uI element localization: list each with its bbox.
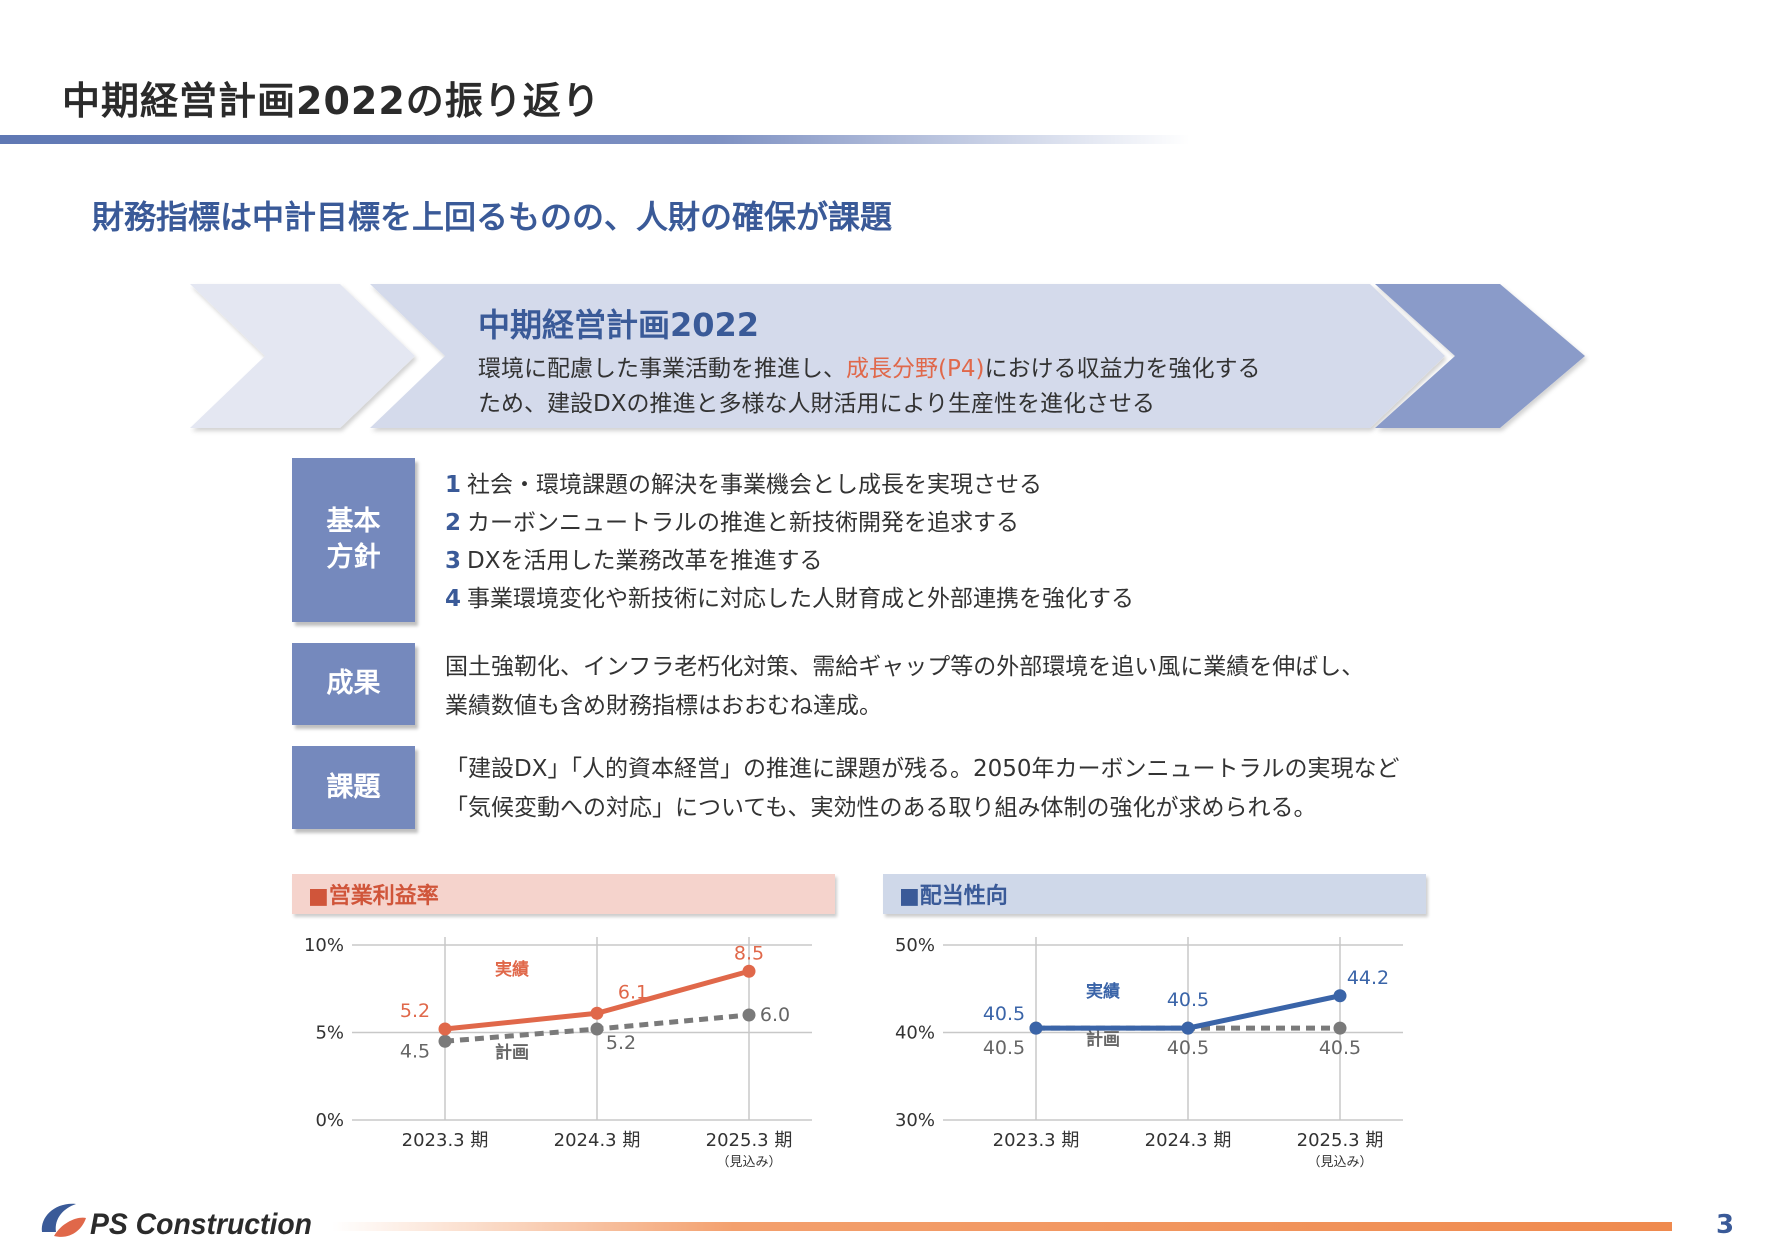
data-label: 5.2 [606, 1032, 636, 1054]
data-point [590, 1006, 604, 1020]
title-underline [0, 135, 1190, 144]
series-name-label: 実績 [1086, 981, 1120, 1002]
policy-label: 基本 方針 [292, 458, 415, 622]
data-label: 40.5 [983, 1037, 1025, 1059]
growth-field-highlight: 成長分野(P4) [846, 356, 985, 382]
policy-item-number: 2 [445, 510, 462, 536]
operating-margin-chart: 0% 5% 10% 2023.3 期 2024.3 期 2025.3 期 （見込み） 4.5 5… [304, 935, 812, 1170]
headline: 財務指標は中計目標を上回るものの、人財の確保が課題 [92, 198, 893, 236]
data-label: 4.5 [400, 1040, 430, 1062]
series-name-label: 計画 [1086, 1029, 1120, 1050]
data-label: 6.1 [618, 981, 648, 1003]
policy-item-number: 4 [445, 586, 462, 612]
policy-item: 1 社会・環境課題の解決を事業機会とし成長を実現させる [445, 466, 1134, 504]
data-point [1029, 1021, 1043, 1035]
logo-wordmark: PS Construction [90, 1208, 312, 1241]
payout-ratio-chart: 30% 40% 50% 2023.3 期 2024.3 期 2025.3 期 （見込み） 40… [895, 935, 1403, 1170]
x-tick-note: （見込み） [716, 1155, 781, 1170]
data-label: 5.2 [400, 1000, 430, 1022]
y-tick-label: 50% [895, 935, 935, 956]
plan-line-1-start: 環境に配慮した事業活動を推進し、 [478, 356, 846, 382]
issue-line-1: 「建設DX」「人的資本経営」の推進に課題が残る。2050年カーボンニュートラルの… [445, 756, 1400, 782]
company-logo: PS Construction [41, 1203, 312, 1241]
logo-mark-icon [41, 1203, 86, 1237]
data-label: 6.0 [760, 1004, 790, 1026]
arrow-chevron-light [190, 284, 415, 428]
arrow-chevron-dark [1375, 284, 1585, 428]
page-title: 中期経営計画2022の振り返り [62, 79, 601, 123]
x-tick-label: 2025.3 期 [706, 1130, 793, 1151]
policy-list: 1 社会・環境課題の解決を事業機会とし成長を実現させる 2 カーボンニュートラルの推… [445, 466, 1134, 618]
y-tick-label: 0% [315, 1110, 344, 1131]
data-label: 8.5 [734, 942, 764, 964]
y-tick-label: 10% [304, 935, 344, 956]
data-label: 40.5 [1167, 1037, 1209, 1059]
issue-label: 課題 [292, 746, 415, 829]
issue-line-2: 「気候変動への対応」についても、実効性のある取り組み体制の強化が求められる。 [445, 795, 1317, 821]
result-line-2: 業績数値も含め財務指標はおおむね達成。 [445, 693, 882, 719]
footer-bar [332, 1222, 1672, 1231]
policy-label-line1: 基本 [326, 506, 381, 537]
x-tick-label: 2024.3 期 [1145, 1130, 1232, 1151]
result-line-1: 国土強靭化、インフラ老朽化対策、需給ギャップ等の外部環境を追い風に業績を伸ばし、 [445, 654, 1365, 680]
result-label: 成果 [292, 643, 415, 725]
data-point [438, 1022, 452, 1036]
plan-title: 中期経営計画2022 [478, 306, 760, 344]
operating-margin-chart-title: ■営業利益率 [292, 874, 835, 914]
data-point [1333, 1021, 1347, 1035]
data-label: 44.2 [1347, 967, 1389, 989]
plan-arrow-banner [190, 284, 1585, 428]
series-name-label: 計画 [495, 1042, 529, 1063]
x-tick-note: （見込み） [1307, 1155, 1372, 1170]
x-tick-label: 2023.3 期 [402, 1130, 489, 1151]
plan-description: 環境に配慮した事業活動を推進し、成長分野(P4)における収益力を強化する ため、… [478, 352, 1260, 422]
data-point [742, 964, 756, 978]
policy-item-number: 1 [445, 472, 462, 498]
data-label: 40.5 [983, 1003, 1025, 1025]
y-tick-label: 5% [315, 1023, 344, 1044]
policy-item-number: 3 [445, 548, 462, 574]
x-tick-label: 2024.3 期 [554, 1130, 641, 1151]
payout-ratio-chart-title: ■配当性向 [883, 874, 1426, 914]
policy-item: 2 カーボンニュートラルの推進と新技術開発を追求する [445, 504, 1134, 542]
data-point [438, 1034, 452, 1048]
issue-text: 「建設DX」「人的資本経営」の推進に課題が残る。2050年カーボンニュートラルの… [445, 750, 1400, 828]
x-tick-label: 2025.3 期 [1297, 1130, 1384, 1151]
policy-item-text: 社会・環境課題の解決を事業機会とし成長を実現させる [467, 472, 1043, 498]
data-label: 40.5 [1319, 1037, 1361, 1059]
data-point [1181, 1021, 1195, 1035]
policy-item-text: カーボンニュートラルの推進と新技術開発を追求する [467, 510, 1020, 536]
y-tick-label: 30% [895, 1110, 935, 1131]
policy-item-text: DXを活用した業務改革を推進する [467, 548, 823, 574]
result-text: 国土強靭化、インフラ老朽化対策、需給ギャップ等の外部環境を追い風に業績を伸ばし、… [445, 648, 1364, 726]
page-number: 3 [1716, 1210, 1735, 1240]
data-label: 40.5 [1167, 989, 1209, 1011]
x-tick-label: 2023.3 期 [993, 1130, 1080, 1151]
plan-line-2: ため、建設DXの推進と多様な人財活用により生産性を進化させる [478, 391, 1156, 417]
policy-item: 3 DXを活用した業務改革を推進する [445, 542, 1134, 580]
policy-item: 4 事業環境変化や新技術に対応した人財育成と外部連携を強化する [445, 580, 1134, 618]
data-point [1333, 989, 1347, 1003]
policy-item-text: 事業環境変化や新技術に対応した人財育成と外部連携を強化する [467, 586, 1135, 612]
series-name-label: 実績 [495, 959, 529, 980]
y-tick-label: 40% [895, 1023, 935, 1044]
data-point [590, 1022, 604, 1036]
plan-line-1-end: における収益力を強化する [984, 356, 1261, 382]
data-point [742, 1008, 756, 1022]
policy-label-line2: 方針 [326, 542, 381, 573]
plan-line-1: 環境に配慮した事業活動を推進し、成長分野(P4)における収益力を強化する [478, 352, 1260, 387]
arrow-body [370, 284, 1445, 428]
